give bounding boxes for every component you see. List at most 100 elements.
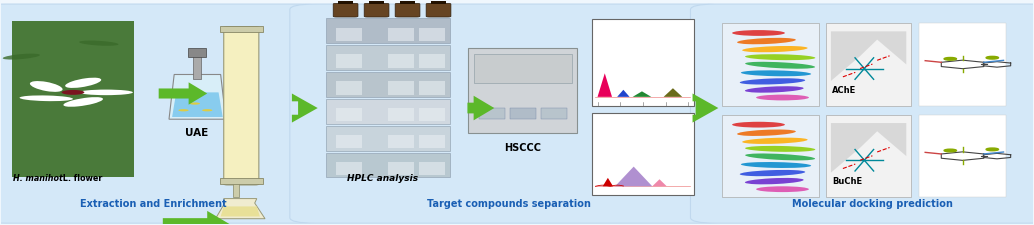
- Circle shape: [986, 56, 999, 59]
- Bar: [388, 27, 414, 41]
- Bar: [419, 162, 445, 175]
- Ellipse shape: [746, 54, 816, 60]
- Ellipse shape: [746, 146, 816, 152]
- Circle shape: [986, 148, 999, 151]
- Polygon shape: [172, 92, 222, 117]
- Polygon shape: [617, 90, 630, 97]
- Bar: [400, 1, 415, 4]
- Circle shape: [944, 58, 956, 60]
- Polygon shape: [598, 73, 612, 97]
- Bar: [336, 81, 362, 94]
- Text: Molecular docking prediction: Molecular docking prediction: [792, 199, 953, 209]
- Text: HPLC analysis: HPLC analysis: [347, 174, 419, 183]
- FancyBboxPatch shape: [223, 27, 258, 185]
- Bar: [388, 162, 414, 175]
- Bar: [326, 126, 450, 151]
- Bar: [388, 135, 414, 148]
- Polygon shape: [693, 94, 719, 123]
- Bar: [723, 23, 819, 106]
- Ellipse shape: [744, 86, 803, 93]
- Bar: [336, 135, 362, 148]
- Ellipse shape: [739, 78, 805, 85]
- Ellipse shape: [742, 138, 808, 144]
- Bar: [192, 50, 201, 79]
- Polygon shape: [633, 91, 651, 97]
- Bar: [419, 81, 445, 94]
- Bar: [326, 153, 450, 177]
- Text: HSCCC: HSCCC: [505, 143, 541, 153]
- Bar: [723, 115, 819, 198]
- Ellipse shape: [189, 102, 200, 105]
- Bar: [474, 54, 572, 83]
- Polygon shape: [664, 88, 682, 97]
- Polygon shape: [652, 179, 667, 186]
- Polygon shape: [831, 31, 906, 81]
- Bar: [388, 108, 414, 122]
- Polygon shape: [220, 206, 260, 216]
- Bar: [336, 162, 362, 175]
- Polygon shape: [292, 94, 317, 123]
- Ellipse shape: [3, 54, 40, 60]
- Text: UAE: UAE: [185, 128, 209, 138]
- Bar: [336, 27, 362, 41]
- Bar: [326, 72, 450, 97]
- Ellipse shape: [732, 122, 785, 128]
- Bar: [510, 108, 536, 119]
- Ellipse shape: [62, 90, 85, 95]
- Bar: [12, 21, 133, 177]
- Ellipse shape: [80, 90, 132, 95]
- Bar: [219, 178, 263, 184]
- Bar: [479, 108, 505, 119]
- Bar: [468, 48, 577, 133]
- Ellipse shape: [741, 162, 811, 168]
- Polygon shape: [162, 211, 230, 225]
- Bar: [326, 45, 450, 70]
- Ellipse shape: [744, 178, 803, 184]
- Bar: [369, 1, 384, 4]
- Ellipse shape: [63, 97, 103, 107]
- Bar: [541, 108, 567, 119]
- Ellipse shape: [756, 95, 809, 100]
- Ellipse shape: [79, 40, 119, 46]
- FancyBboxPatch shape: [395, 3, 420, 17]
- Ellipse shape: [739, 170, 805, 176]
- Bar: [826, 115, 911, 198]
- Text: Extraction and Enrichment: Extraction and Enrichment: [80, 199, 226, 209]
- Bar: [338, 1, 353, 4]
- Polygon shape: [603, 178, 613, 186]
- Polygon shape: [831, 123, 906, 173]
- Bar: [592, 19, 694, 106]
- Bar: [419, 135, 445, 148]
- Ellipse shape: [741, 70, 811, 76]
- FancyBboxPatch shape: [691, 4, 1034, 223]
- Bar: [219, 26, 263, 32]
- Ellipse shape: [732, 30, 785, 36]
- Bar: [336, 54, 362, 68]
- Bar: [592, 112, 694, 195]
- Ellipse shape: [202, 109, 212, 111]
- Polygon shape: [169, 74, 225, 119]
- Polygon shape: [215, 199, 265, 219]
- Bar: [336, 108, 362, 122]
- Bar: [233, 183, 239, 198]
- Ellipse shape: [756, 186, 809, 192]
- Text: L. flower: L. flower: [60, 174, 102, 183]
- Polygon shape: [615, 166, 652, 186]
- Bar: [388, 54, 414, 68]
- Bar: [918, 23, 1006, 106]
- Bar: [388, 81, 414, 94]
- Text: H. manihot: H. manihot: [13, 174, 63, 183]
- FancyBboxPatch shape: [290, 4, 729, 223]
- Text: Target compounds separation: Target compounds separation: [427, 199, 591, 209]
- Bar: [187, 48, 206, 57]
- Bar: [431, 1, 446, 4]
- Bar: [419, 108, 445, 122]
- Bar: [419, 54, 445, 68]
- Ellipse shape: [737, 38, 796, 44]
- Ellipse shape: [65, 78, 101, 88]
- Text: BuChE: BuChE: [832, 177, 862, 186]
- Ellipse shape: [742, 46, 808, 52]
- Bar: [918, 115, 1006, 198]
- Ellipse shape: [20, 95, 73, 101]
- Ellipse shape: [30, 81, 63, 92]
